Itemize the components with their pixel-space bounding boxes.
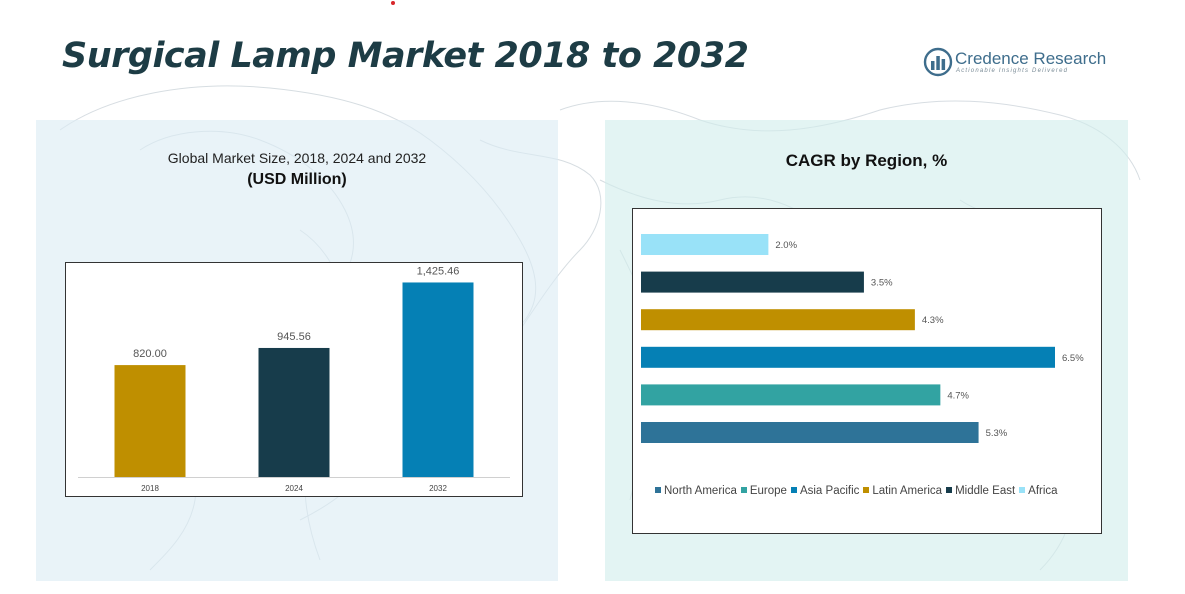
bar-value-label: 6.5%: [1062, 353, 1084, 364]
cagr-legend: North America Europe Asia Pacific Latin Ame…: [655, 485, 1100, 501]
bar-value-label: 945.56: [277, 331, 311, 343]
x-tick-label: 2032: [429, 484, 447, 493]
bar-latin-america: [641, 309, 915, 331]
market-size-bars: 820.00 2018 945.56 2024 1,425.46 2032: [114, 265, 474, 493]
bar-value-label: 3.5%: [871, 278, 893, 289]
bar-africa: [641, 234, 769, 255]
logo-tagline: Actionable Insights Delivered: [956, 68, 1069, 74]
legend-item: Asia Pacific: [790, 485, 860, 497]
legend-swatch: [655, 487, 661, 493]
red-dot-marker: [391, 1, 395, 5]
bar-asia-pacific: [641, 346, 1055, 368]
market-size-chart-subtitle: (USD Million): [247, 171, 347, 188]
bar-middle-east: [641, 271, 864, 293]
bar-value-label: 5.3%: [986, 428, 1008, 439]
legend-label: Europe: [749, 485, 787, 497]
bar-2018: [114, 365, 186, 477]
legend-item: Middle East: [946, 485, 1015, 497]
cagr-bars: 2.0% 3.5% 4.3% 6.5% 4.7% 5.3%: [641, 234, 1084, 443]
legend-item: Africa: [1019, 485, 1058, 497]
legend-swatch: [740, 487, 747, 493]
legend-label: Asia Pacific: [799, 485, 860, 497]
market-size-chart-title: Global Market Size, 2018, 2024 and 2032: [167, 150, 427, 166]
legend-label: Middle East: [955, 485, 1016, 497]
legend-swatch: [1019, 487, 1026, 493]
legend-item: Europe: [740, 485, 787, 497]
credence-research-logo: Credence Research Actionable Insights De…: [923, 47, 1113, 79]
logo-name: Credence Research: [955, 49, 1107, 68]
legend-swatch: [790, 487, 797, 493]
legend-label: North America: [664, 485, 737, 497]
bar-value-label: 4.7%: [947, 390, 969, 401]
bar-europe: [641, 384, 941, 406]
bar-north-america: [641, 422, 979, 443]
bar-value-label: 1,425.46: [417, 265, 460, 277]
bar-2032: [402, 282, 474, 477]
bar-value-label: 2.0%: [775, 240, 797, 251]
bar-value-label: 4.3%: [922, 315, 944, 326]
x-tick-label: 2018: [141, 484, 159, 493]
page-title: Surgical Lamp Market 2018 to 2032: [62, 36, 749, 76]
cagr-chart-frame: [632, 208, 1102, 534]
bar-2024: [258, 347, 330, 477]
bar-value-label: 820.00: [133, 348, 167, 360]
legend-item: North America: [655, 485, 737, 497]
legend-label: Latin America: [872, 485, 943, 497]
legend-swatch: [946, 487, 953, 493]
legend-item: Latin America: [863, 485, 942, 497]
legend-label: Africa: [1028, 485, 1058, 497]
cagr-chart-title: CAGR by Region, %: [785, 151, 948, 170]
legend-swatch: [863, 487, 870, 493]
bar-chart-logo-icon: [923, 47, 953, 77]
x-tick-label: 2024: [285, 484, 303, 493]
